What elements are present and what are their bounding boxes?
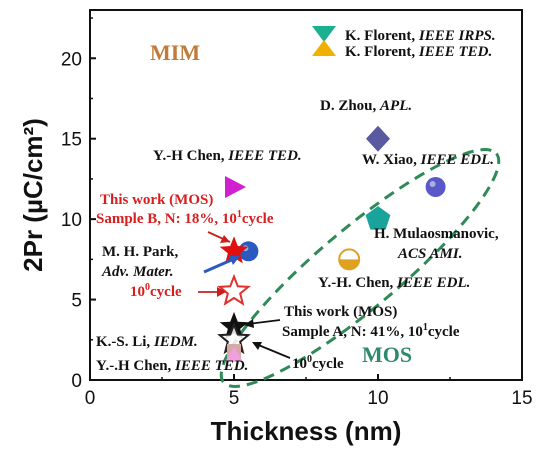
data-point-triangle-right xyxy=(225,175,246,198)
annotation-chen-edl: Y.-H. Chen, IEEE EDL. xyxy=(318,275,470,291)
data-point-star xyxy=(219,236,249,264)
y-axis-title: 2Pr (µC/cm²) xyxy=(18,118,48,272)
legend-label-ted: K. Florent, IEEE TED. xyxy=(345,44,492,60)
annotation-mulaosmanovic-line2: ACS AMI. xyxy=(397,246,462,262)
x-axis-title: Thickness (nm) xyxy=(211,416,402,446)
arrowhead-b1 xyxy=(220,235,230,243)
annotation-b-cycle0: 100cycle xyxy=(130,282,182,300)
x-tick-label: 0 xyxy=(85,388,96,409)
annotation-mulaosmanovic-line1: H. Mulaosmanovic, xyxy=(374,226,499,242)
y-tick-label: 10 xyxy=(61,210,82,231)
legend-marker-irps xyxy=(312,26,336,42)
data-point-highlight xyxy=(429,180,436,187)
annotation-arrowheads xyxy=(217,235,262,350)
annotation-a-cycle0: 100cycle xyxy=(292,354,344,372)
data-point-circle xyxy=(425,176,446,197)
arrow-park xyxy=(203,256,237,274)
x-tick-label: 5 xyxy=(229,388,240,409)
arrowhead-a0 xyxy=(252,342,262,350)
annotation-thiswork-a-line1: This work (MOS) xyxy=(284,304,397,320)
y-tick-label: 20 xyxy=(61,49,82,70)
annotation-thiswork-b-line2: Sample B, N: 18%, 101cycle xyxy=(96,209,274,227)
legend-marker-ted xyxy=(312,40,336,56)
annotation-li: K.-S. Li, IEDM. xyxy=(96,334,198,350)
annotation-thiswork-a-line2: Sample A, N: 41%, 101cycle xyxy=(282,322,460,340)
legend: K. Florent, IEEE IRPS. K. Florent, IEEE … xyxy=(312,26,496,60)
data-markers xyxy=(217,125,446,362)
data-point-triangle-up xyxy=(225,346,243,362)
y-tick-label: 0 xyxy=(71,371,82,392)
arrowhead-park xyxy=(229,256,240,265)
x-tick-label: 10 xyxy=(367,388,388,409)
data-point-half-fill xyxy=(339,259,360,270)
annotation-park-line1: M. H. Park, xyxy=(102,244,178,260)
legend-label-irps: K. Florent, IEEE IRPS. xyxy=(345,28,496,44)
region-mos-label: MOS xyxy=(362,342,412,367)
data-point-star-open xyxy=(217,273,251,306)
y-tick-label: 15 xyxy=(61,130,82,151)
axis-ticks: 0 5 10 15 0 5 10 15 20 xyxy=(61,17,533,409)
annotation-chen-ted-2: Y.-.H Chen, IEEE TED. xyxy=(96,358,248,374)
x-tick-label: 15 xyxy=(511,388,532,409)
region-mim-label: MIM xyxy=(150,40,200,65)
arrowhead-a1 xyxy=(244,319,254,328)
annotation-zhou: D. Zhou, APL. xyxy=(320,98,412,114)
data-point-diamond xyxy=(366,125,390,152)
data-point-pentagon xyxy=(365,206,391,230)
arrow-a0 xyxy=(255,343,291,359)
annotation-xiao: W. Xiao, IEEE EDL. xyxy=(362,152,494,168)
annotation-thiswork-b-line1: This work (MOS) xyxy=(100,192,213,208)
y-tick-label: 5 xyxy=(71,291,82,312)
mos-region-ellipse xyxy=(219,148,501,388)
annotation-park-line2: Adv. Mater. xyxy=(101,264,174,280)
arrowhead-b0 xyxy=(217,287,226,297)
annotation-chen-ted: Y.-H Chen, IEEE TED. xyxy=(153,148,302,164)
